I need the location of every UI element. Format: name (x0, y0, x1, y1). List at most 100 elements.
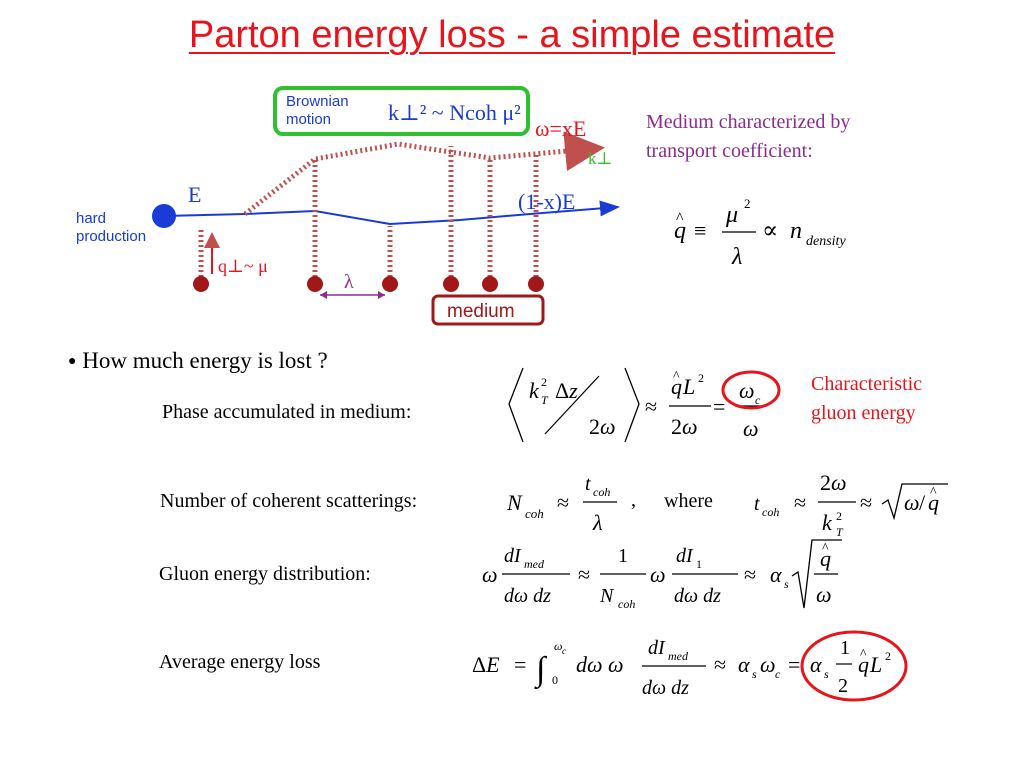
svg-text:2: 2 (698, 371, 704, 385)
tcoh-formula: t coh ≈ 2ω k 2 T ≈ ω / q ^ (754, 470, 948, 539)
svg-text:ω: ω (743, 416, 759, 441)
svg-text:T: T (541, 393, 549, 407)
svg-text:k: k (822, 510, 833, 535)
svg-text:c: c (562, 646, 566, 656)
medium-text-line2: transport coefficient: (646, 140, 813, 162)
svg-text:=: = (713, 394, 725, 419)
svg-text:1: 1 (696, 557, 702, 571)
q-label: q⊥~ μ (218, 256, 268, 276)
hard-label-2: production (76, 228, 146, 245)
svg-text:s: s (784, 577, 789, 591)
svg-text:ω: ω (650, 562, 666, 587)
svg-text:2ω: 2ω (820, 470, 847, 495)
brownian-formula: k⊥² ~ Ncoh μ² (388, 100, 521, 125)
brownian-label-1: Brownian (286, 93, 349, 110)
average-loss-formula: ΔE = ∫ ω c 0 dω ω dI med dω dz ≈ α s ω c… (472, 630, 908, 702)
svg-text:≈: ≈ (794, 490, 806, 515)
svg-text:2: 2 (541, 375, 547, 389)
svg-text:t: t (585, 473, 591, 495)
medium-label: medium (447, 301, 515, 322)
svg-text:L: L (869, 652, 882, 677)
svg-text:density: density (806, 234, 846, 249)
svg-text:α: α (810, 652, 822, 677)
svg-text:ω: ω (554, 639, 562, 653)
svg-text:c: c (755, 393, 761, 407)
svg-text:med: med (668, 649, 689, 663)
one-minus-x-label: (1-x)E (518, 189, 575, 214)
svg-text:λ: λ (731, 244, 742, 270)
qhat-formula: q ^ ≡ μ 2 λ ∝ n density (674, 196, 846, 270)
svg-text:med: med (524, 557, 545, 571)
svg-text:q: q (820, 546, 831, 571)
E-label: E (188, 182, 201, 207)
svg-text:μ: μ (725, 202, 738, 228)
svg-text:ω: ω (904, 490, 920, 515)
svg-text:^: ^ (673, 369, 680, 384)
svg-text:T: T (836, 525, 844, 539)
lambda-label: λ (344, 271, 354, 293)
svg-text:coh: coh (762, 505, 779, 519)
svg-text:s: s (824, 667, 829, 681)
svg-text:q: q (928, 490, 939, 515)
parton-diagram: Brownian motion k⊥² ~ Ncoh μ² E (1-x)E h… (76, 86, 620, 326)
svg-text:coh: coh (593, 485, 610, 499)
svg-text:2: 2 (836, 509, 842, 523)
medium-box (431, 294, 545, 326)
svg-text:s: s (752, 667, 757, 681)
medium-dots (193, 276, 544, 292)
svg-text:=: = (788, 652, 800, 677)
svg-text:2ω: 2ω (589, 414, 616, 439)
svg-text:≡: ≡ (694, 218, 706, 243)
phase-label: Phase accumulated in medium: (162, 401, 412, 423)
svg-text:≈: ≈ (578, 562, 590, 587)
svg-text:∫: ∫ (534, 651, 548, 690)
svg-text:q: q (671, 374, 682, 399)
kperp-label: k⊥ (588, 149, 613, 168)
svg-text:q: q (674, 218, 686, 244)
page-title: Parton energy loss - a simple estimate (188, 14, 836, 56)
svg-text:t: t (754, 493, 760, 515)
characteristic-line2: gluon energy (811, 402, 916, 424)
svg-text:coh: coh (618, 597, 635, 611)
svg-text:1: 1 (618, 545, 628, 567)
svg-text:dI: dI (504, 545, 522, 567)
svg-text:c: c (775, 667, 781, 681)
hard-label-1: hard (76, 210, 106, 227)
svg-text:≈: ≈ (557, 490, 569, 515)
svg-text:≈: ≈ (860, 490, 872, 515)
svg-text:α: α (738, 652, 750, 677)
svg-text:λ: λ (592, 510, 603, 535)
svg-text:N: N (599, 585, 615, 607)
bullet-question: ● How much energy is lost ? (68, 348, 328, 373)
svg-text:dω dz: dω dz (642, 677, 689, 699)
svg-text:≈: ≈ (645, 394, 657, 419)
medium-text-line1: Medium characterized by (646, 111, 851, 133)
brownian-box (273, 86, 530, 136)
medium-description: Medium characterized by transport coeffi… (646, 108, 850, 166)
svg-text:∝: ∝ (762, 218, 778, 244)
svg-text:^: ^ (930, 485, 937, 500)
svg-text:N: N (506, 490, 523, 515)
svg-text:dI: dI (648, 637, 666, 659)
brownian-label-2: motion (286, 111, 331, 128)
svg-text:k: k (529, 378, 540, 403)
omega-label: ω=xE (535, 116, 586, 141)
gluon-distribution-formula: ω dI med dω dz ≈ 1 N coh ω dI 1 dω dz ≈ … (482, 539, 842, 611)
where-label: where (664, 490, 713, 512)
svg-text:2ω: 2ω (671, 414, 698, 439)
svg-text:/: / (919, 490, 926, 515)
svg-text:dω dz: dω dz (674, 585, 721, 607)
svg-text:ω: ω (760, 652, 776, 677)
svg-text:^: ^ (860, 647, 867, 662)
svg-text:=: = (514, 652, 526, 677)
characteristic-label: Characteristic gluon energy (811, 370, 922, 428)
svg-text:ω: ω (482, 562, 498, 587)
svg-text:q: q (858, 652, 869, 677)
svg-text:coh: coh (525, 506, 544, 521)
svg-text:^: ^ (676, 210, 684, 227)
svg-text:0: 0 (552, 673, 558, 687)
svg-text:2: 2 (744, 196, 751, 211)
exchanged-gluons (198, 146, 539, 282)
coherent-label: Number of coherent scatterings: (160, 490, 418, 512)
svg-text:α: α (770, 562, 782, 587)
